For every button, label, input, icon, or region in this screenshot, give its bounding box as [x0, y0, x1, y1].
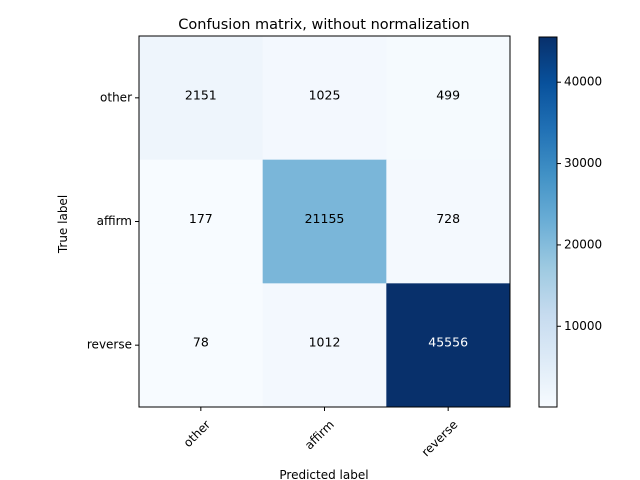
x-axis: other affirm reverse [181, 407, 461, 459]
colorbar-tick-label: 10000 [564, 319, 602, 333]
cell-value-label: 2151 [185, 87, 217, 102]
cell-value-label: 728 [436, 211, 460, 226]
x-tick-label: other [181, 417, 214, 450]
colorbar-tick-label: 40000 [564, 75, 602, 89]
colorbar-tick-label: 30000 [564, 156, 602, 170]
heatmap-cell [262, 283, 387, 408]
cell-value-label: 21155 [305, 211, 345, 226]
y-tick-label: other [100, 90, 132, 104]
x-axis-label: Predicted label [279, 468, 368, 480]
x-tick-label: reverse [419, 417, 461, 459]
colorbar [538, 36, 558, 408]
y-axis: other affirm reverse [87, 90, 139, 352]
heatmap-cell [139, 159, 264, 284]
y-tick-label: affirm [97, 214, 132, 228]
heatmap-cell-labels: 2151 1025 499 177 21155 728 78 1012 45556 [185, 87, 468, 349]
heatmap-cell [262, 36, 387, 161]
cell-value-label: 499 [436, 87, 460, 102]
heatmap-cell [386, 159, 511, 284]
colorbar-ticks: 10000 20000 30000 40000 [557, 75, 602, 333]
colorbar-tick-label: 20000 [564, 237, 602, 251]
y-tick-label: reverse [87, 338, 132, 352]
cell-value-label: 1012 [309, 335, 341, 350]
heatmap-cell [386, 283, 511, 408]
chart-title: Confusion matrix, without normalization [178, 17, 469, 33]
heatmap-cell [262, 159, 387, 284]
heatmap-cell [139, 36, 264, 161]
heatmap-cells [139, 36, 511, 408]
cell-value-label: 45556 [428, 335, 468, 350]
cell-value-label: 78 [193, 335, 209, 350]
cell-value-label: 1025 [309, 87, 341, 102]
x-tick-label: affirm [302, 417, 337, 452]
cell-value-label: 177 [189, 211, 213, 226]
y-axis-label: True label [56, 195, 70, 254]
heatmap-cell [386, 36, 511, 161]
heatmap-cell [139, 283, 264, 408]
